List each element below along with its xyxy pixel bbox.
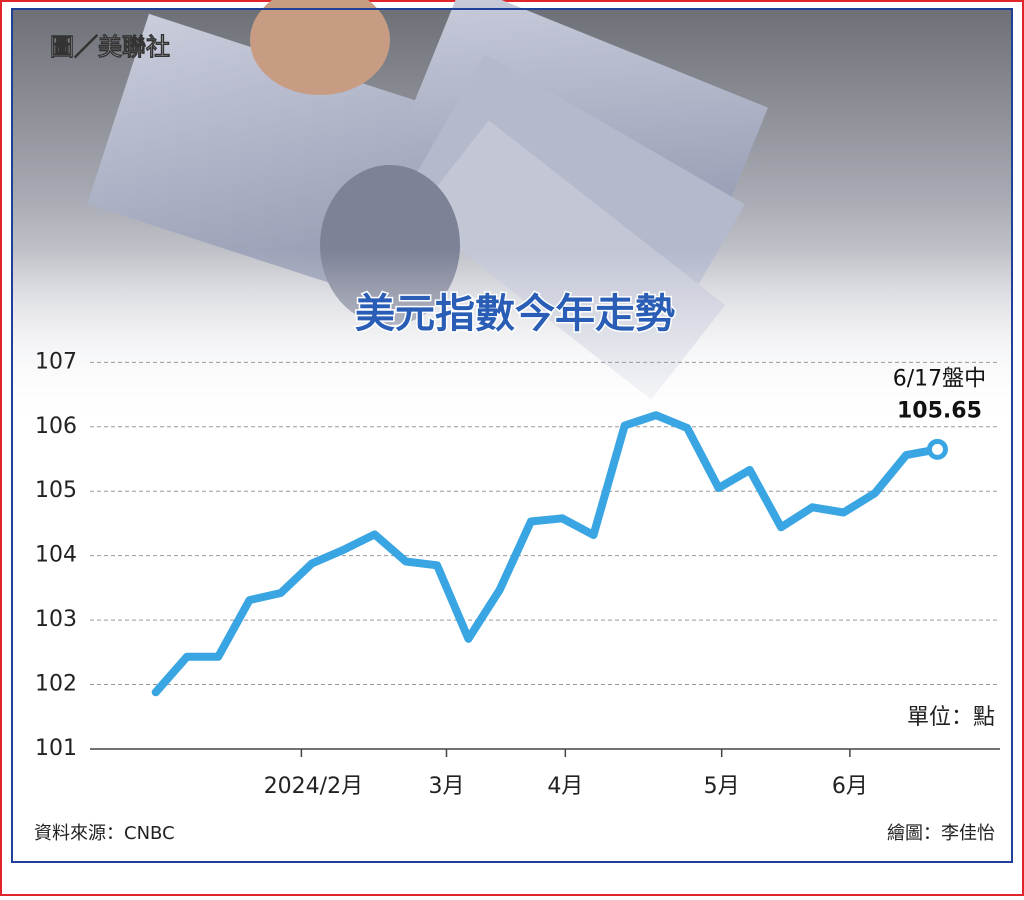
y-tick-label: 107 [35, 349, 77, 374]
source: 資料來源：CNBC [34, 823, 175, 844]
unit-label: 單位：點 [907, 705, 995, 730]
end-marker [926, 438, 948, 460]
data-line [151, 411, 942, 697]
x-tick-label: 3月 [428, 774, 464, 799]
photo-credit: 圖／美聯社 [50, 33, 170, 61]
y-tick-label: 101 [35, 736, 77, 761]
y-tick-label: 105 [35, 478, 77, 503]
y-tick-label: 106 [35, 414, 77, 439]
x-tick-label: 2024/2月 [264, 774, 363, 799]
y-tick-label: 103 [35, 607, 77, 632]
chart-title: 美元指數今年走勢 [355, 291, 675, 337]
y-tick-label: 102 [35, 672, 77, 697]
frame [11, 8, 1013, 863]
photo [12, 0, 1012, 430]
value-label: 105.65 [897, 398, 982, 423]
x-tick-label: 4月 [547, 774, 583, 799]
x-tick-label: 5月 [704, 774, 740, 799]
x-tick-label: 6月 [832, 774, 868, 799]
credit: 繪圖：李佳怡 [887, 823, 995, 844]
annotation: 6/17盤中 [893, 366, 986, 391]
y-tick-label: 104 [35, 543, 77, 568]
